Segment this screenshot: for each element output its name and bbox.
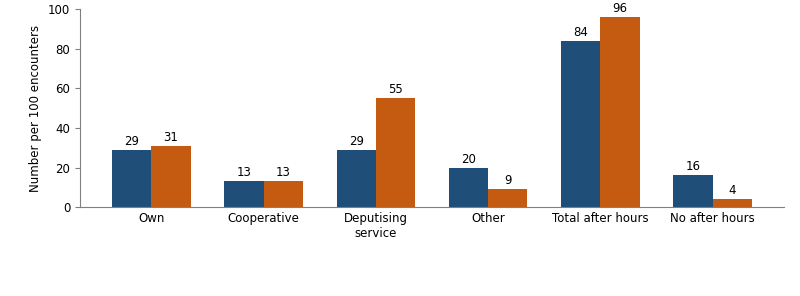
Bar <box>263 181 303 207</box>
Bar <box>713 199 752 207</box>
Bar <box>151 146 190 207</box>
Text: 55: 55 <box>388 83 403 96</box>
Text: 16: 16 <box>686 160 701 173</box>
Text: 13: 13 <box>237 166 251 179</box>
Bar <box>561 41 601 207</box>
Text: 4: 4 <box>729 184 736 197</box>
Bar <box>337 150 376 207</box>
Text: 29: 29 <box>124 135 139 148</box>
Text: 9: 9 <box>504 174 511 187</box>
Bar <box>674 176 713 207</box>
Bar <box>112 150 151 207</box>
Bar <box>488 189 527 207</box>
Text: 84: 84 <box>574 26 588 38</box>
Bar <box>224 181 263 207</box>
Bar <box>376 98 415 207</box>
Text: 20: 20 <box>461 152 476 165</box>
Bar <box>449 168 488 207</box>
Bar <box>601 17 640 207</box>
Text: 96: 96 <box>613 2 627 15</box>
Text: 31: 31 <box>163 131 178 144</box>
Text: 29: 29 <box>349 135 364 148</box>
Text: 13: 13 <box>276 166 290 179</box>
Y-axis label: Number per 100 encounters: Number per 100 encounters <box>30 25 42 192</box>
